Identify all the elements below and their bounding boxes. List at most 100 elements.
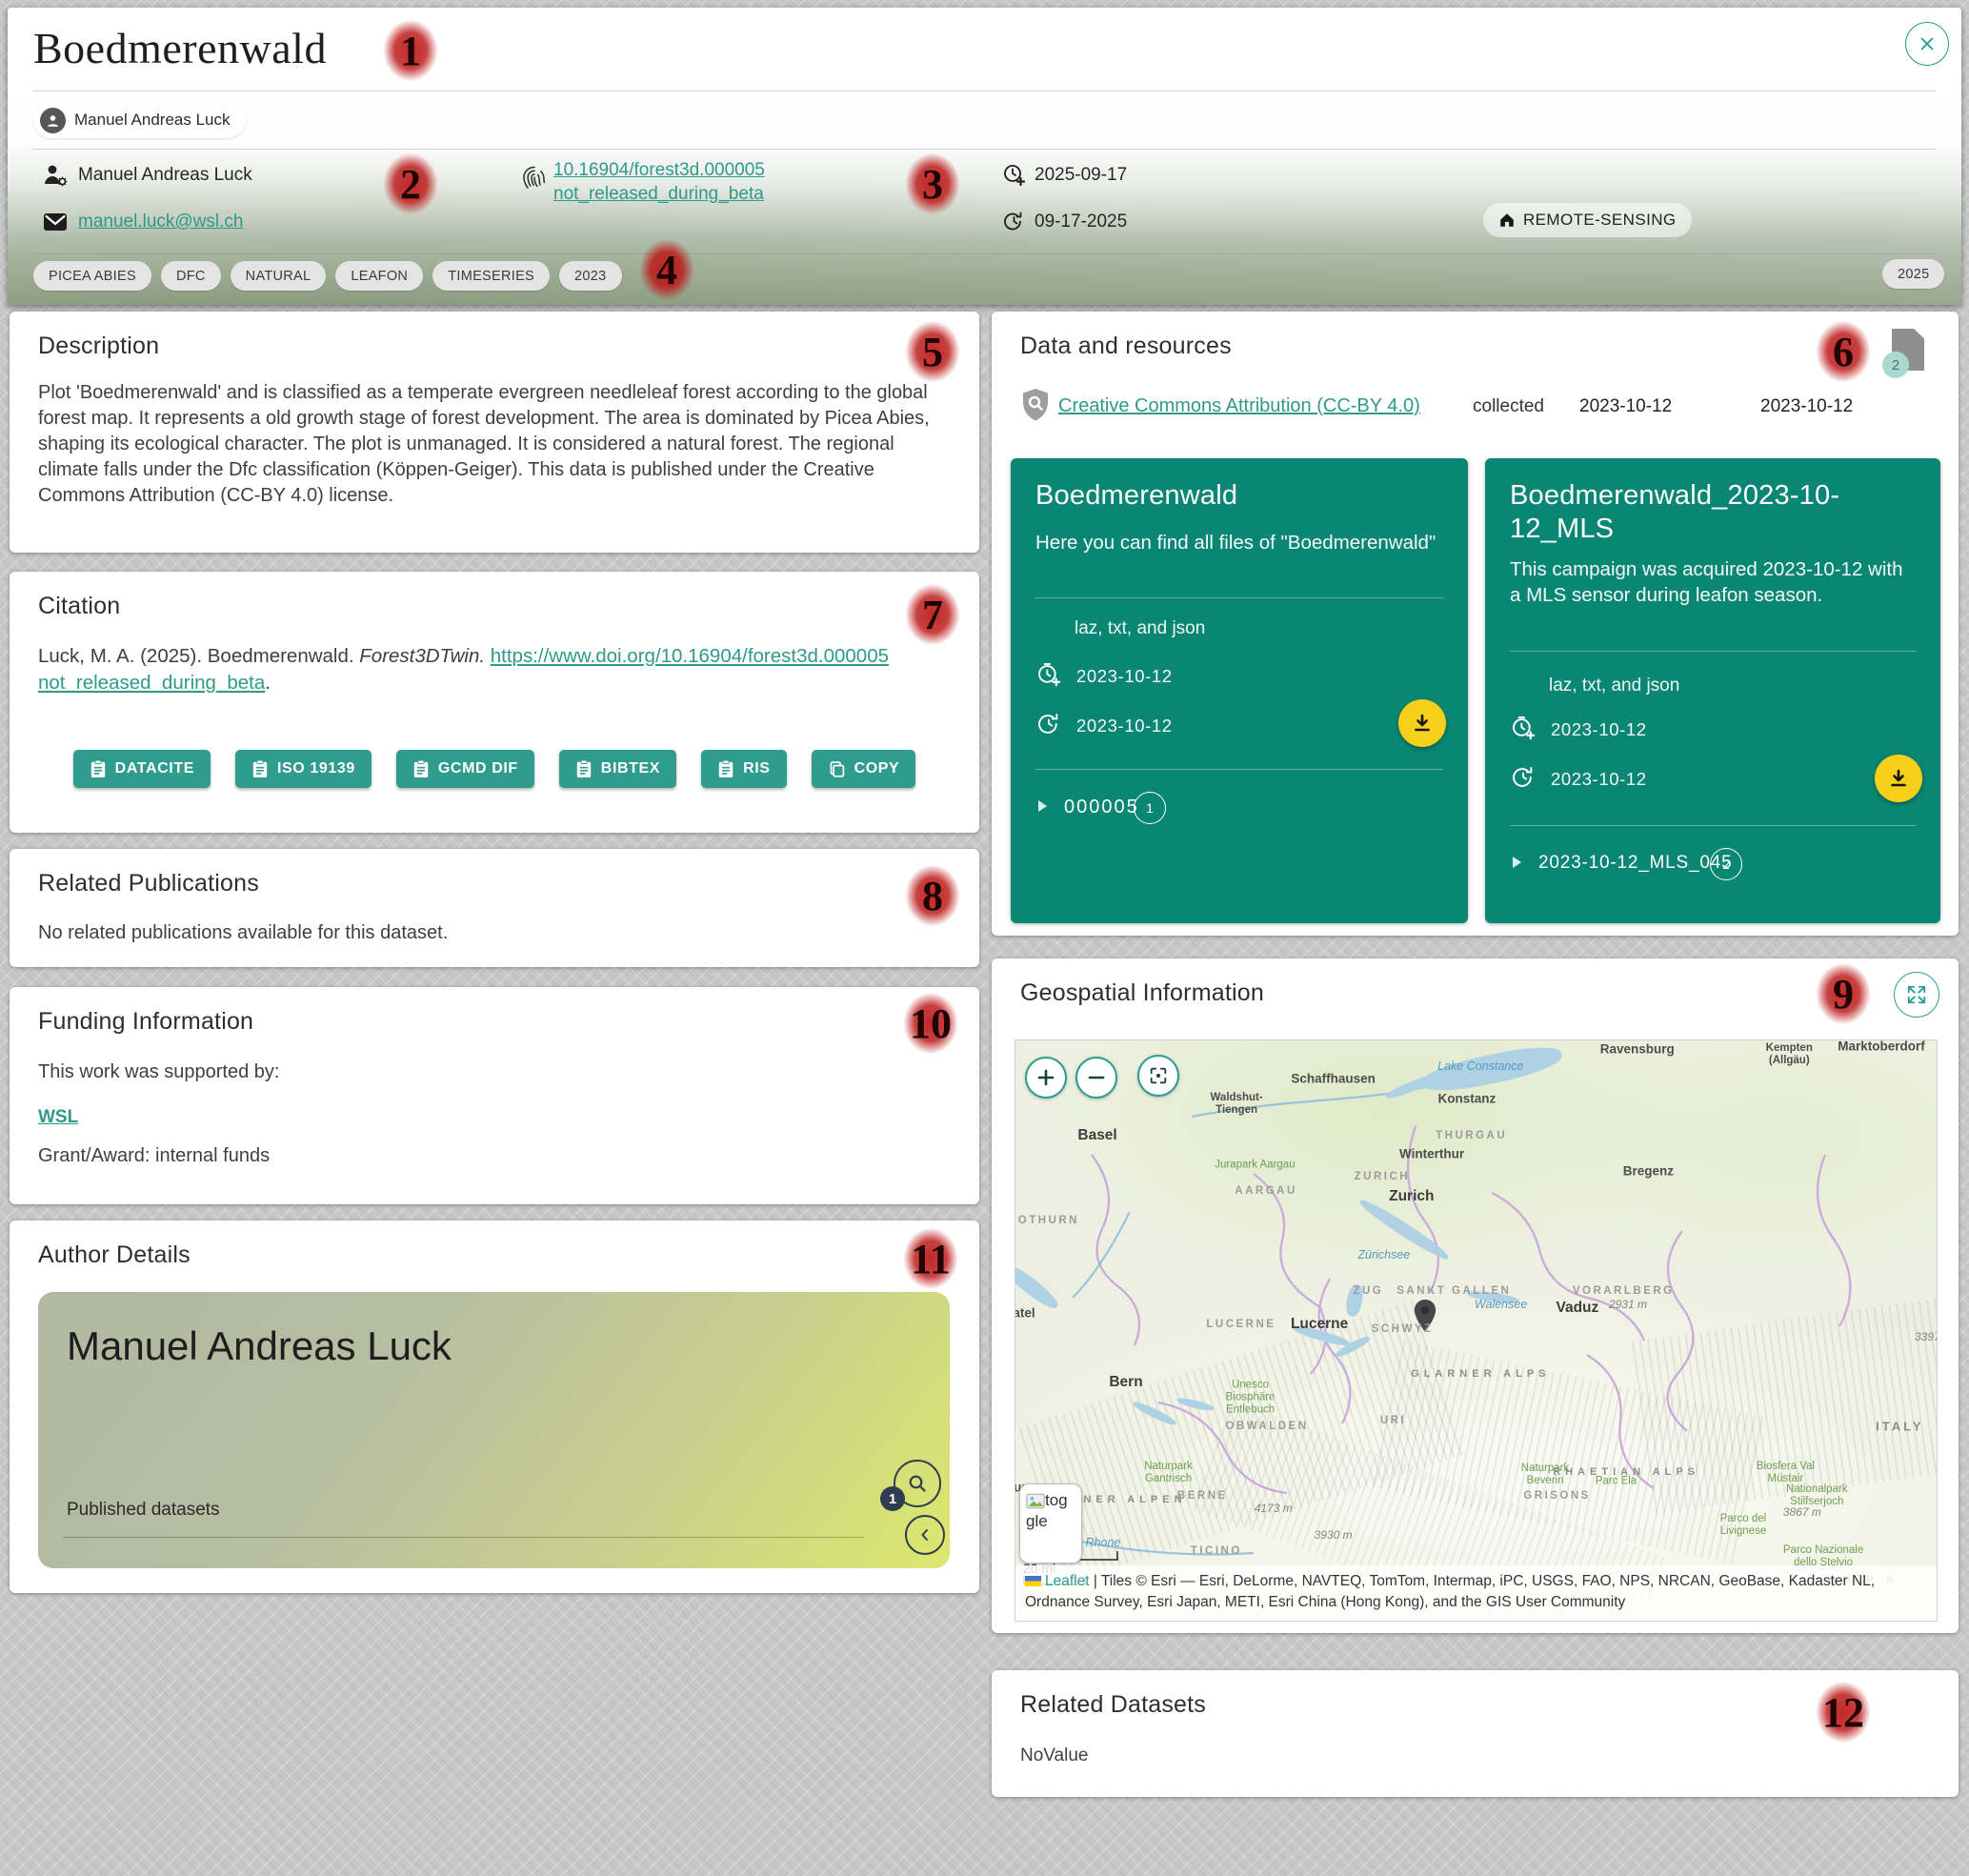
citation-after: .	[265, 672, 271, 694]
files-button[interactable]: 2	[1882, 329, 1924, 378]
iso19139-button[interactable]: ISO 19139	[234, 750, 372, 788]
resource-card[interactable]: Boedmerenwald Here you can find all file…	[1011, 458, 1468, 923]
button-label: COPY	[854, 760, 900, 777]
close-button[interactable]	[1905, 22, 1949, 66]
funding-grant: Grant/Award: internal funds	[38, 1145, 271, 1166]
map-borders	[1053, 1079, 1852, 1556]
date-created: 2025-09-17	[1035, 165, 1128, 185]
clock-plus-icon	[1035, 660, 1063, 689]
button-label: GCMD DIF	[437, 760, 518, 777]
resource-title: Boedmerenwald	[1035, 480, 1238, 511]
expand-map-button[interactable]	[1894, 972, 1939, 1018]
clock-plus-icon	[1001, 162, 1028, 189]
funding-org-link[interactable]: WSL	[38, 1107, 79, 1127]
chevron-left-icon	[917, 1527, 933, 1543]
resources-card: Data and resources 2 Creative Commons At…	[992, 312, 1959, 936]
resource-formats: laz, txt, and json	[1075, 618, 1206, 638]
clipboard-icon	[412, 759, 430, 778]
tiles-attribution: | Tiles © Esri — Esri, DeLorme, NAVTEQ, …	[1025, 1573, 1876, 1610]
divider	[33, 253, 1936, 254]
resource-description: Here you can find all files of "Boedmere…	[1035, 532, 1437, 554]
tag-chip[interactable]: PICEA ABIES	[33, 261, 151, 291]
license-link[interactable]: Creative Commons Attribution (CC-BY 4.0)	[1058, 395, 1420, 416]
author-details-card: Author Details Manuel Andreas Luck Publi…	[10, 1220, 979, 1593]
ukraine-flag-icon	[1025, 1576, 1041, 1586]
related-datasets-card: Related Datasets NoValue	[992, 1670, 1959, 1797]
related-publications-title: Related Publications	[38, 870, 259, 897]
author-search-button[interactable]	[894, 1460, 941, 1507]
resource-modified: 2023-10-12	[1076, 716, 1173, 736]
category-label: REMOTE-SENSING	[1523, 211, 1677, 229]
tag-chip[interactable]: DFC	[160, 261, 221, 291]
divider	[33, 149, 1936, 150]
clipboard-icon	[251, 759, 269, 778]
resource-modified: 2023-10-12	[1551, 769, 1647, 789]
divider	[1035, 597, 1443, 598]
clipboard-icon	[90, 759, 107, 778]
citation-journal: Forest3DTwin.	[359, 645, 486, 667]
funding-title: Funding Information	[38, 1008, 254, 1035]
broken-image-icon	[1026, 1493, 1045, 1509]
folder-count: 1	[1134, 792, 1166, 824]
resource-card[interactable]: Boedmerenwald_2023-10-12_MLS This campai…	[1485, 458, 1940, 923]
map-canvas[interactable]: toggle 30 km 20 mi Leaflet | Tiles © Esr…	[1015, 1039, 1938, 1622]
clipboard-icon	[575, 759, 593, 778]
ris-button[interactable]: RIS	[701, 750, 787, 788]
search-icon	[906, 1472, 929, 1495]
zoom-out-button[interactable]	[1075, 1057, 1117, 1099]
description-card: Description Plot 'Boedmerenwald' and is …	[10, 312, 979, 553]
zoom-in-button[interactable]	[1025, 1057, 1067, 1099]
collected-from: 2023-10-12	[1579, 396, 1673, 416]
resource-description: This campaign was acquired 2023-10-12 wi…	[1510, 558, 1903, 606]
locate-button[interactable]	[1137, 1055, 1179, 1097]
collected-to: 2023-10-12	[1760, 396, 1854, 416]
datacite-button[interactable]: DATACITE	[72, 750, 211, 788]
collapse-button[interactable]	[905, 1515, 945, 1555]
doi-link[interactable]: 10.16904/forest3d.000005 not_released_dur…	[553, 158, 765, 206]
map-pin-icon[interactable]	[1413, 1299, 1437, 1333]
citation-doi-link[interactable]: https://www.doi.org/10.16904/forest3d.00…	[38, 645, 890, 694]
button-label: ISO 19139	[276, 760, 355, 777]
gcmd-dif-button[interactable]: GCMD DIF	[395, 750, 534, 788]
email-link[interactable]: manuel.luck@wsl.ch	[78, 212, 244, 232]
author-sub: Published datasets	[67, 1500, 220, 1520]
maintainer-name: Manuel Andreas Luck	[78, 165, 252, 185]
year-chip[interactable]: 2025	[1882, 259, 1945, 289]
mail-icon	[42, 209, 69, 235]
citation-card: Citation Luck, M. A. (2025). Boedmerenwa…	[10, 572, 979, 833]
tag-chip[interactable]: NATURAL	[230, 261, 327, 291]
resources-title: Data and resources	[1020, 333, 1232, 359]
divider	[1035, 769, 1443, 770]
citation-title: Citation	[38, 593, 121, 619]
citation-buttons: DATACITE ISO 19139 GCMD DIF BIBTEX RIS C…	[10, 750, 979, 788]
description-title: Description	[38, 333, 160, 359]
license-shield-icon	[1020, 388, 1051, 422]
person-icon	[40, 107, 66, 133]
bibtex-button[interactable]: BIBTEX	[558, 750, 677, 788]
layer-toggle[interactable]: toggle	[1019, 1483, 1082, 1563]
leaflet-link[interactable]: Leaflet	[1045, 1573, 1090, 1589]
category-chip[interactable]: REMOTE-SENSING	[1483, 203, 1692, 237]
tag-chip[interactable]: 2023	[559, 261, 622, 291]
related-datasets-title: Related Datasets	[1020, 1691, 1206, 1718]
divider	[1510, 825, 1916, 826]
clock-plus-icon	[1509, 714, 1537, 742]
author-chip[interactable]: Manuel Andreas Luck	[33, 102, 246, 138]
date-modified: 09-17-2025	[1035, 212, 1128, 232]
download-button[interactable]	[1398, 699, 1446, 747]
button-label: BIBTEX	[600, 760, 661, 777]
tag-chip[interactable]: LEAFON	[335, 261, 424, 291]
copy-button[interactable]: COPY	[811, 750, 916, 788]
download-icon	[1887, 767, 1910, 790]
related-publications-empty: No related publications available for th…	[38, 922, 449, 943]
geospatial-title: Geospatial Information	[1020, 979, 1264, 1006]
download-button[interactable]	[1875, 755, 1922, 802]
tag-chip[interactable]: TIMESERIES	[432, 261, 551, 291]
author-tile[interactable]: Manuel Andreas Luck Published datasets 1	[38, 1292, 950, 1568]
page-title: Boedmerenwald	[33, 24, 327, 72]
clipboard-icon	[717, 759, 734, 778]
dataset-count-badge: 1	[880, 1486, 905, 1511]
map-attribution: Leaflet | Tiles © Esri — Esri, DeLorme, …	[1015, 1565, 1937, 1621]
resource-formats: laz, txt, and json	[1549, 676, 1680, 696]
description-body: Plot 'Boedmerenwald' and is classified a…	[38, 382, 930, 506]
